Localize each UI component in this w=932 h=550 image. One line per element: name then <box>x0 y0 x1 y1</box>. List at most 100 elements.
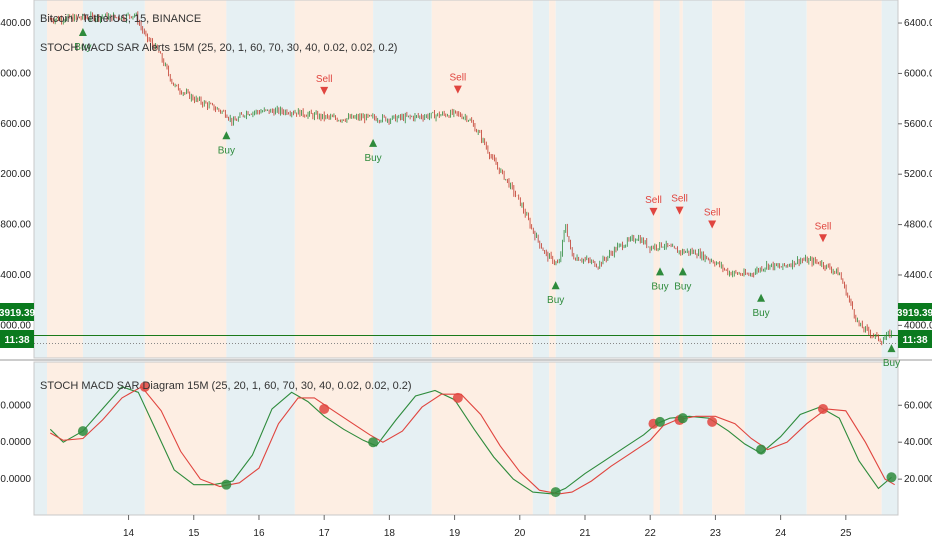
price-band-bull <box>532 0 550 358</box>
oscillator-band-bull <box>881 362 898 515</box>
oscillator-band-bear <box>549 362 556 515</box>
oscillator-pane-frame <box>33 361 899 516</box>
time-tick-label: 14 <box>123 528 135 539</box>
oscillator-band-bear <box>431 362 533 515</box>
last-price-badge-left: 3919.39 11:38 <box>0 303 36 348</box>
oscillator-line-green <box>49 386 892 495</box>
oscillator-cross-markers <box>77 381 897 498</box>
last-price-label-left: 3919.39 <box>0 308 36 319</box>
price-band-bull <box>226 0 295 358</box>
oscillator-band-bear <box>144 362 227 515</box>
price-band-bear <box>431 0 533 358</box>
cross-marker <box>139 381 150 392</box>
oscillator-band-bull <box>373 362 432 515</box>
buy-signal-label: Buy <box>218 145 235 156</box>
sell-signal-arrow <box>708 220 717 229</box>
price-pane-frame <box>33 0 899 359</box>
buy-signal-arrow <box>678 267 687 276</box>
price-y-axis[interactable]: 6400.00 6400.00 6000.00 6000.00 5600.00 5600.… <box>0 18 932 331</box>
sell-signal-arrow <box>819 234 828 243</box>
sell-signal-label: Sell <box>704 207 721 218</box>
oscillator-tick-label-left: 20.0000 <box>0 474 31 485</box>
price-tick-label-left: 4400.00 <box>0 270 31 281</box>
price-band-bear <box>653 0 660 358</box>
time-tick-label: 20 <box>514 528 526 539</box>
sell-signal-label: Sell <box>671 194 688 205</box>
price-tick-label-left: 5600.00 <box>0 119 31 130</box>
price-band-bear <box>294 0 374 358</box>
sell-signal-label: Sell <box>815 221 832 232</box>
last-time-label-right: 11:38 <box>902 335 927 346</box>
oscillator-band-bull <box>226 362 295 515</box>
buy-signal-arrow <box>887 344 896 353</box>
cross-marker <box>818 403 829 414</box>
time-tick-label: 22 <box>645 528 657 539</box>
oscillator-band-bear <box>653 362 660 515</box>
buy-signal-label: Buy <box>674 281 691 292</box>
oscillator-band-bear <box>712 362 745 515</box>
price-horizontal-lines <box>34 335 898 345</box>
buy-signal-arrow <box>222 131 231 140</box>
price-band-bull <box>555 0 654 358</box>
buy-signal-label: Buy <box>883 358 900 369</box>
cross-marker <box>654 416 665 427</box>
sell-signal-arrow <box>320 86 329 95</box>
sell-signal-label: Sell <box>645 195 662 206</box>
last-price-label-right: 3919.39 <box>897 308 932 319</box>
buy-signal-arrow <box>78 28 87 36</box>
cross-marker <box>707 416 718 427</box>
buy-signal-label: Buy <box>651 281 668 292</box>
oscillator-tick-label-right: 40.0000 <box>904 437 932 448</box>
price-band-bear <box>47 0 83 358</box>
price-tick-label-left: 5200.00 <box>0 169 31 180</box>
price-tick-label-right: 5600.00 <box>904 119 932 130</box>
price-tick-label-right: 6400.00 <box>904 18 932 29</box>
price-tick-label-right: 4400.00 <box>904 270 932 281</box>
buy-signal-arrow <box>551 281 560 290</box>
price-tick-label-left: 6000.00 <box>0 68 31 79</box>
price-band-bear <box>549 0 556 358</box>
sell-signal-label: Sell <box>450 73 467 84</box>
oscillator-band-bear <box>679 362 683 515</box>
sell-signal-arrow <box>675 206 684 215</box>
price-candles <box>49 11 892 346</box>
buy-signal-arrow <box>757 293 766 302</box>
time-tick-label: 24 <box>775 528 787 539</box>
oscillator-y-axis[interactable]: 60.0000 60.0000 40.0000 40.0000 20.0000 20.00… <box>0 400 932 485</box>
price-tick-label-left: 4000.00 <box>0 320 31 331</box>
buy-signal-label: Buy <box>364 153 381 164</box>
price-band-bear <box>679 0 683 358</box>
price-band-bull <box>881 0 898 358</box>
price-band-bull <box>82 0 145 358</box>
price-tick-label-right: 4800.00 <box>904 220 932 231</box>
indicator-legend: STOCH MACD SAR Alerts 15M (25, 20, 1, 60… <box>40 42 397 54</box>
oscillator-band-bull <box>744 362 807 515</box>
time-axis[interactable]: 14 15 16 17 18 19 20 21 22 23 24 25 <box>123 515 852 539</box>
oscillator-tick-label-left: 60.0000 <box>0 400 31 411</box>
oscillator-lines <box>49 386 895 495</box>
last-price-badge-right: 3919.39 11:38 <box>897 303 932 348</box>
sell-signal-arrow <box>453 85 462 94</box>
chart-title: Bitcoin / TetherUS, 15, BINANCE <box>40 13 201 25</box>
price-band-bull <box>34 0 48 358</box>
oscillator-tick-label-left: 40.0000 <box>0 437 31 448</box>
sell-signal-label: Sell <box>316 74 333 85</box>
oscillator-band-bear <box>806 362 882 515</box>
oscillator-line-red <box>50 386 895 495</box>
price-tick-label-left: 6400.00 <box>0 18 31 29</box>
time-tick-label: 19 <box>449 528 461 539</box>
cross-marker <box>452 392 463 403</box>
oscillator-band-bull <box>682 362 713 515</box>
cross-marker <box>550 487 561 498</box>
last-time-label-left: 11:38 <box>4 335 29 346</box>
buy-signal-arrow <box>655 267 664 276</box>
time-tick-label: 15 <box>188 528 200 539</box>
price-band-bear <box>144 0 227 358</box>
time-tick-label: 21 <box>579 528 591 539</box>
cross-marker <box>319 403 330 414</box>
oscillator-band-bull <box>532 362 550 515</box>
oscillator-band-bull <box>659 362 680 515</box>
price-band-bull <box>373 0 432 358</box>
oscillator-band-bull <box>34 362 48 515</box>
